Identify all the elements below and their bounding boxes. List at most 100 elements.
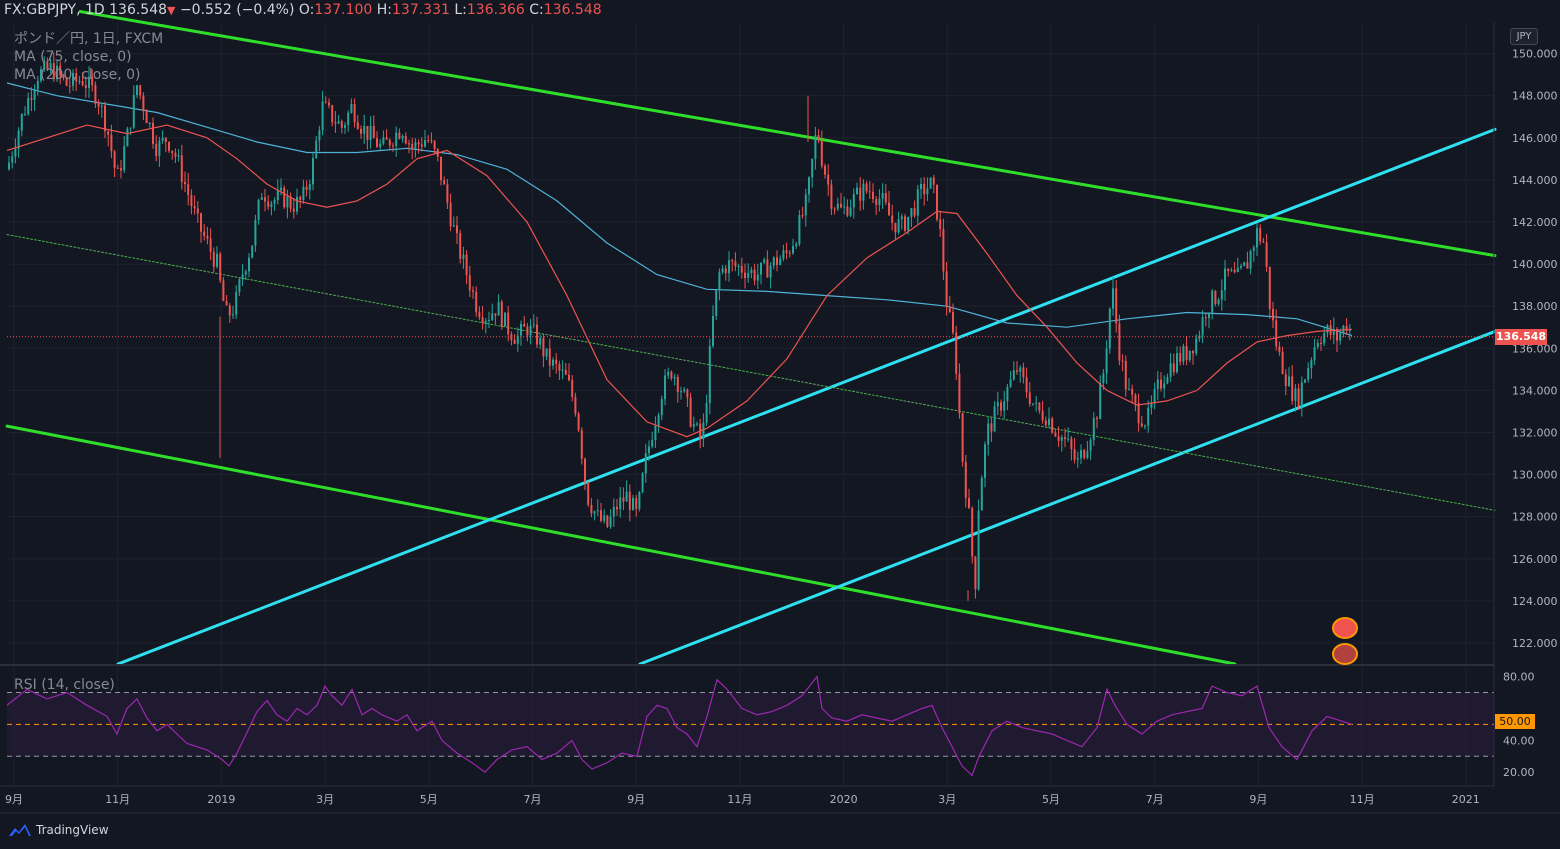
candle-body [1201, 317, 1204, 336]
candle-body [920, 183, 922, 190]
candle-body [59, 65, 62, 76]
candle-body [440, 156, 442, 181]
candle-body [1089, 439, 1092, 452]
trendline[interactable] [116, 127, 1497, 666]
currency-badge[interactable]: JPY [1510, 28, 1538, 45]
candle-body [228, 305, 231, 316]
trendline[interactable] [638, 329, 1497, 666]
candle-body [1188, 350, 1191, 361]
candle-body [292, 208, 295, 212]
candle-body [443, 180, 446, 185]
candle-body [782, 250, 785, 259]
candle-body [686, 389, 689, 398]
candle-body [1185, 345, 1188, 361]
candle-body [1326, 325, 1329, 334]
candle-body [305, 186, 308, 190]
footer: TradingView [8, 822, 109, 838]
candle-body [612, 506, 615, 517]
price-change: −0.552 (−0.4%) [179, 2, 295, 18]
candle-body [340, 121, 343, 128]
trendline[interactable] [5, 424, 1237, 666]
trendline[interactable] [78, 9, 1497, 258]
candle-body [875, 199, 878, 205]
candle-body [27, 98, 30, 114]
candle-body [1297, 388, 1300, 407]
candle-body [126, 128, 129, 147]
event-flag-icon[interactable] [1332, 643, 1358, 665]
candle-body [328, 102, 330, 106]
time-tick-label: 11月 [727, 793, 752, 806]
candle-body [1134, 394, 1137, 403]
candle-body [401, 136, 404, 139]
candle-body [372, 125, 375, 139]
candle-body [792, 246, 794, 254]
time-axis[interactable]: 9月 11月 2019 3月 5月 7月 9月 11月 2020 3月 5月 7月 9月 11月 2021 [5, 793, 1480, 806]
candle-body [1067, 438, 1070, 440]
candle-body [692, 424, 695, 427]
candle-body [40, 69, 42, 81]
candle-body [107, 131, 110, 135]
ma200-legend[interactable]: MA (200, close, 0) [14, 67, 141, 83]
candle-body [497, 301, 500, 316]
price-tick-label: 148.000 [1512, 90, 1558, 103]
candle-body [302, 186, 305, 200]
candle-body [1339, 333, 1342, 341]
candle-body [894, 222, 897, 233]
candle-body [500, 301, 503, 327]
candle-body [996, 402, 999, 407]
candle-body [72, 73, 74, 86]
candle-body [1112, 288, 1114, 309]
event-flag-icon[interactable] [1332, 617, 1358, 639]
candle-body [94, 85, 97, 104]
candle-body [1038, 402, 1041, 411]
time-tick-label: 9月 [627, 793, 645, 806]
candle-body [331, 105, 334, 123]
candle-body [526, 326, 529, 336]
candle-body [769, 265, 772, 278]
candle-body [116, 167, 119, 169]
candle-body [609, 516, 612, 527]
candle-body [1108, 308, 1111, 349]
rsi-tick-label: 20.00 [1503, 766, 1535, 779]
candle-body [475, 291, 478, 313]
candle-body [216, 253, 218, 267]
candle-body [814, 135, 817, 159]
rsi-axis[interactable]: 80.00 40.00 20.00 [1503, 671, 1535, 780]
time-tick-label: 5月 [1042, 793, 1060, 806]
candle-body [750, 269, 753, 273]
candle-body [1208, 312, 1210, 319]
candle-body [923, 183, 926, 195]
symbol-label[interactable]: FX:GBPJPY, 1D [4, 2, 105, 18]
time-tick-label: 2019 [207, 793, 235, 806]
candle-body [520, 324, 522, 336]
candle-body [1176, 353, 1178, 373]
candle-body [1003, 401, 1006, 411]
candle-body [718, 272, 721, 291]
candle-body [904, 216, 906, 231]
chart-title[interactable]: ポンド／円, 1日, FXCM [14, 31, 164, 47]
candle-body [753, 269, 756, 281]
tradingview-logo-icon [9, 824, 31, 836]
candle-body [465, 254, 468, 276]
rsi-legend[interactable]: RSI (14, close) [14, 677, 115, 693]
candle-body [507, 312, 510, 335]
price-axis[interactable]: 150.000 148.000 146.000 144.000 142.000 140.0… [1512, 48, 1558, 650]
candle-body [1227, 268, 1230, 271]
brand-label[interactable]: TradingView [36, 823, 109, 837]
candle-body [369, 125, 372, 140]
candle-body [283, 187, 286, 208]
candle-body [763, 259, 766, 263]
candle-body [14, 148, 17, 157]
trendline[interactable] [6, 234, 1496, 511]
candle-body [1288, 376, 1290, 386]
candle-body [65, 77, 68, 86]
ma75-legend[interactable]: MA (75, close, 0) [14, 49, 132, 65]
candle-body [353, 104, 356, 123]
time-tick-label: 3月 [938, 793, 956, 806]
candle-body [724, 268, 727, 274]
candle-body [897, 219, 900, 233]
candle-body [523, 324, 526, 327]
candle-body [318, 130, 321, 141]
candle-body [206, 235, 209, 239]
